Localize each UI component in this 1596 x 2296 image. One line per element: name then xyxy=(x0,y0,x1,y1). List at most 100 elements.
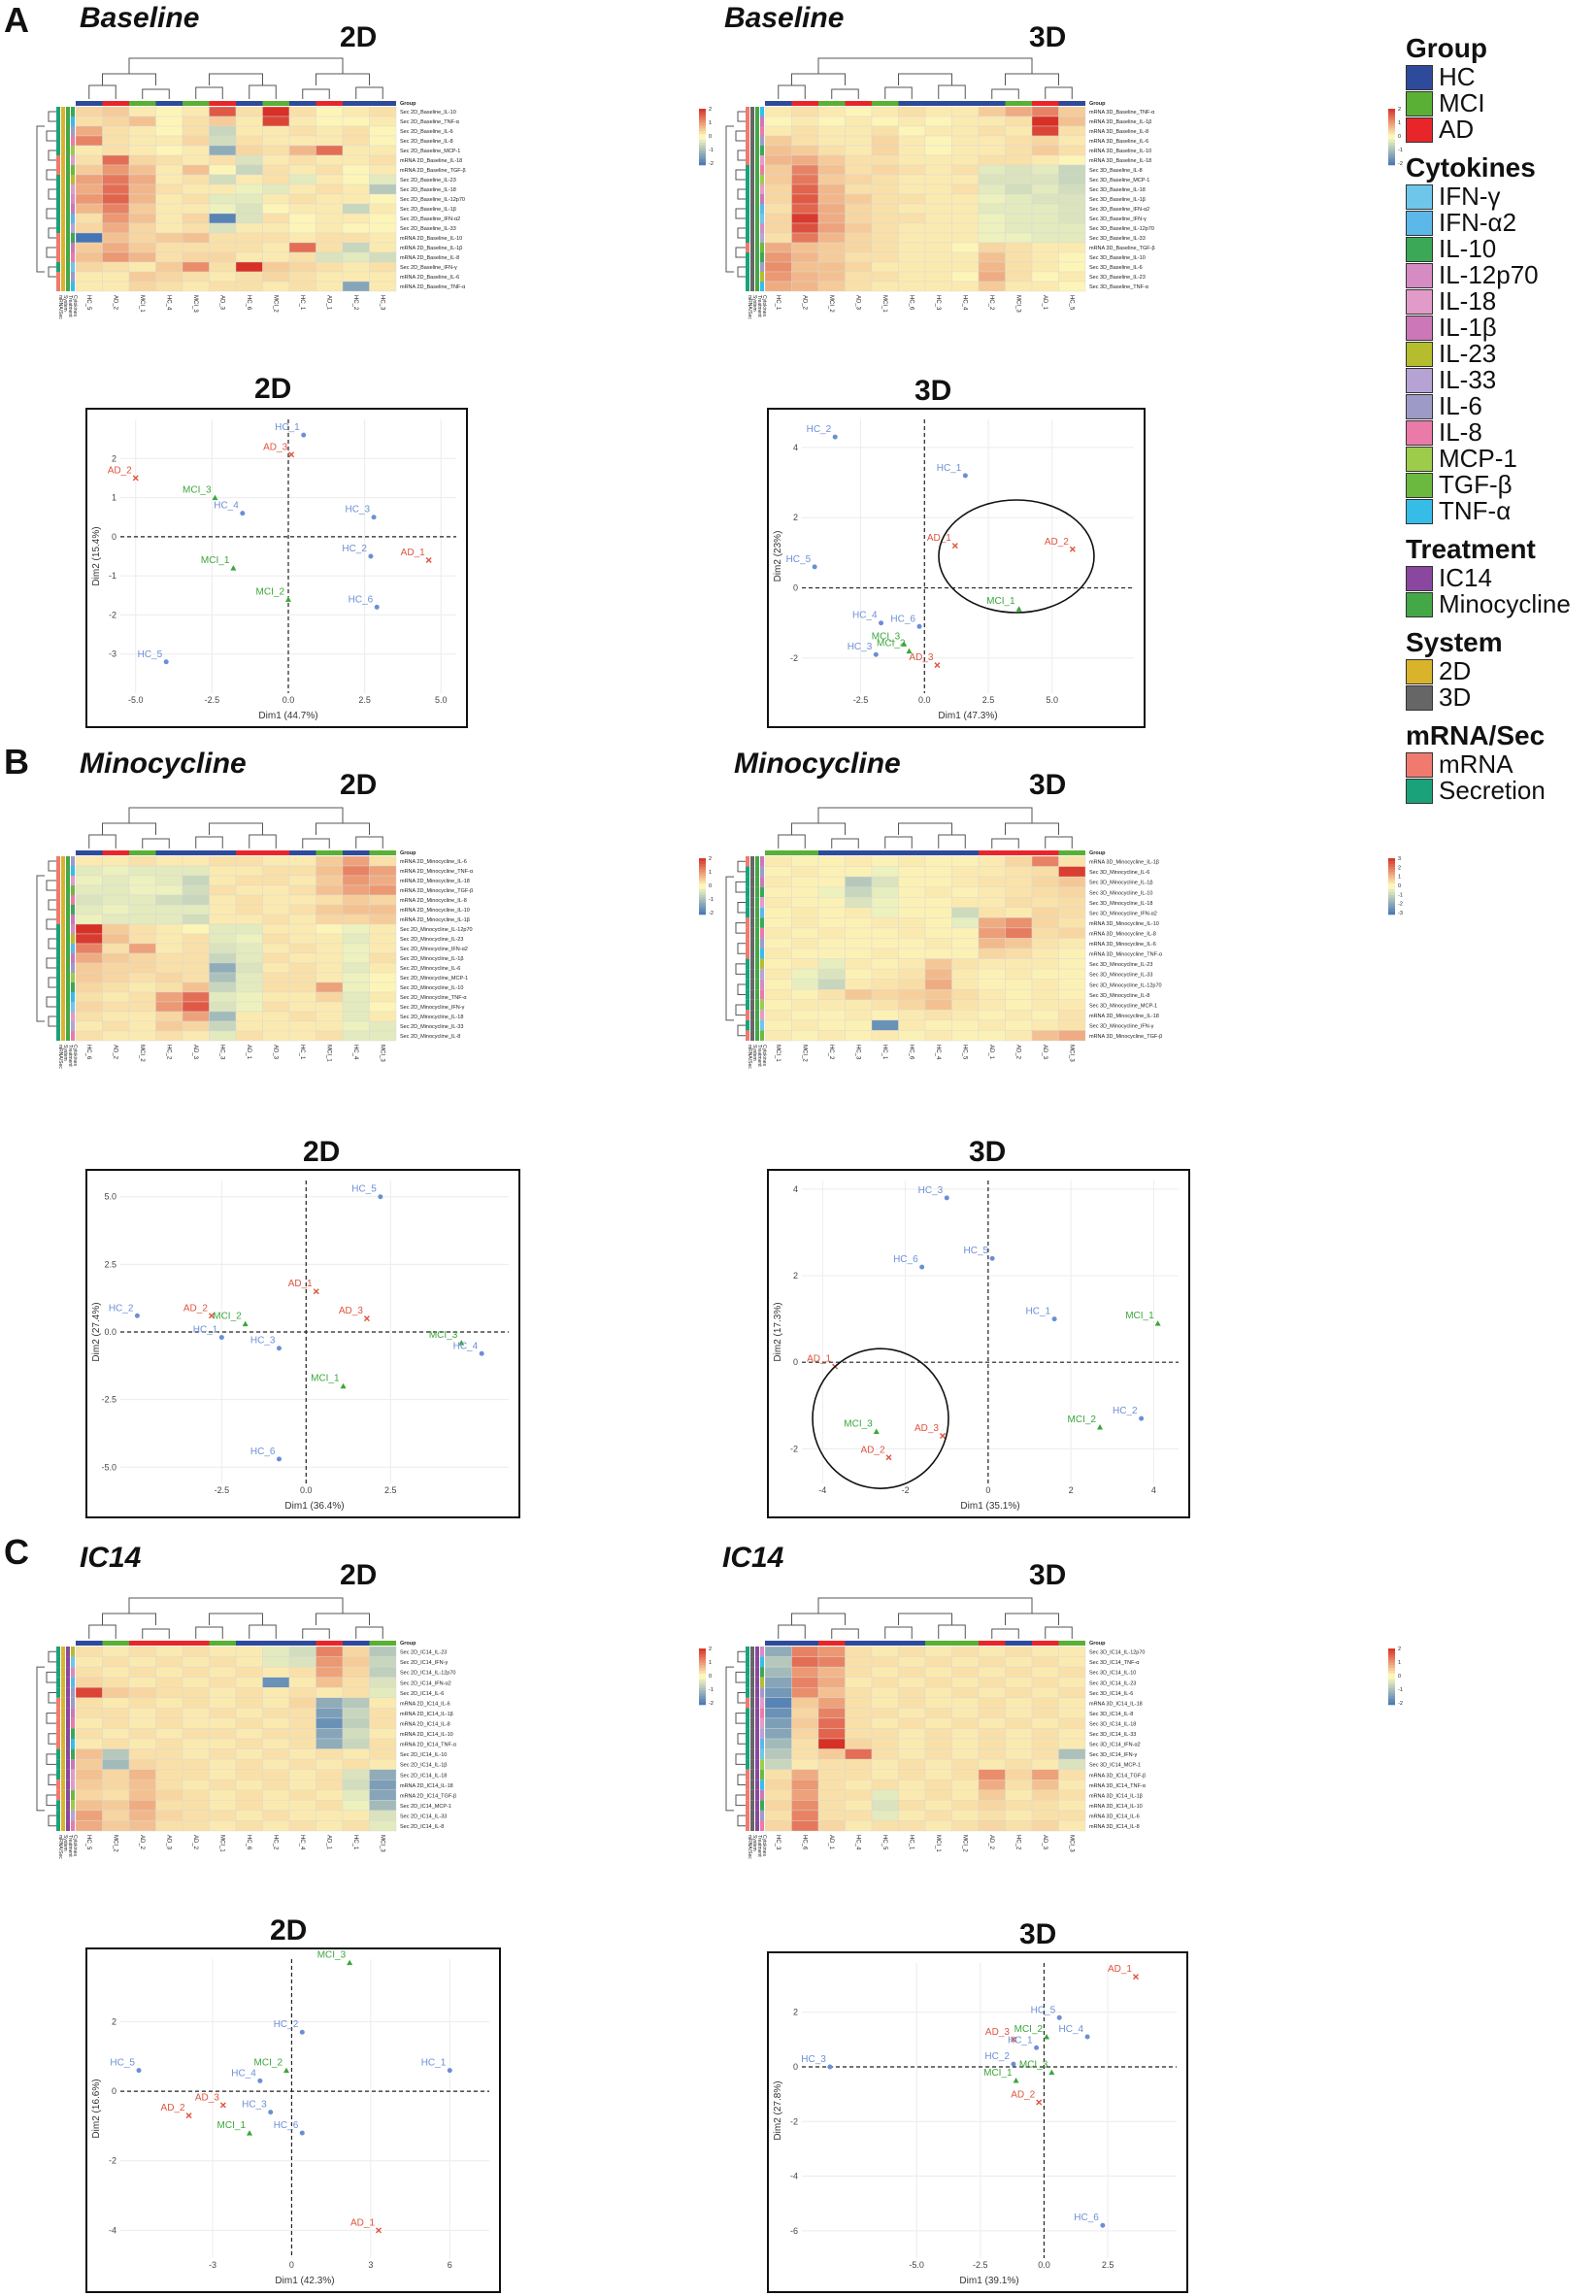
heatmap-cell xyxy=(764,1656,792,1668)
heatmap-cell xyxy=(871,154,899,166)
point-label: HC_6 xyxy=(890,614,915,624)
heatmap-cell xyxy=(845,193,873,205)
x-tick-label: 2.5 xyxy=(358,695,371,705)
heatmap-cell xyxy=(235,1780,263,1790)
heatmap-cell xyxy=(342,914,370,925)
column-dendrogram xyxy=(778,807,1073,849)
column-label: MCI_2 xyxy=(801,1045,807,1062)
section-letter-b: B xyxy=(4,742,29,782)
y-axis-label: Dim2 (15.4%) xyxy=(91,526,102,585)
row-label: Sec 3D_Baseline_IL-8 xyxy=(1089,168,1143,174)
annotation-treatment xyxy=(66,934,70,944)
scale-step xyxy=(1388,875,1395,879)
heatmap-cell xyxy=(209,943,237,954)
group-bar-cell xyxy=(1005,850,1032,855)
legend-cytokine-label: IL-18 xyxy=(1439,286,1497,316)
heatmap-cell xyxy=(209,135,237,147)
heatmap-cell xyxy=(369,145,397,156)
heatmap-cell xyxy=(871,222,899,234)
x-tick-label: -2.5 xyxy=(215,1485,230,1495)
scale-step xyxy=(699,1684,706,1688)
heatmap-ic14-2d: mRNA/Sec System Treatment CytokinesGroupSec… xyxy=(36,1597,714,1859)
heatmap-cell xyxy=(791,1656,819,1668)
heatmap-cell xyxy=(1031,855,1059,867)
heatmap-cell xyxy=(791,886,819,898)
heatmap-cell xyxy=(75,1697,103,1709)
heatmap-cell xyxy=(791,222,819,234)
heatmap-cell xyxy=(1031,1666,1059,1678)
heatmap-cell xyxy=(1005,193,1033,205)
heatmap-cell xyxy=(369,232,397,244)
group-bar-cell xyxy=(765,1641,792,1646)
annotation-system xyxy=(61,953,65,963)
group-bar-cell xyxy=(316,101,343,106)
row-label: mRNA 3D_Minocycline_TNF-α xyxy=(1089,952,1163,958)
heatmap-cell xyxy=(791,958,819,970)
heatmap-cell xyxy=(262,1728,290,1740)
heatmap-cell xyxy=(235,991,263,1003)
heatmap-cell xyxy=(1005,242,1033,253)
legend-cytokine-swatch xyxy=(1406,446,1433,472)
annotation-cytokine xyxy=(71,165,75,175)
heatmap-cell xyxy=(898,222,926,234)
heatmap-cell xyxy=(817,968,846,980)
heatmap-cell xyxy=(75,1030,103,1042)
scale-step xyxy=(699,897,706,901)
legend-treatment-item: Minocycline xyxy=(1406,589,1596,618)
pca-title: 2D xyxy=(254,373,292,405)
heatmap-cell xyxy=(791,917,819,929)
group-bar-cell xyxy=(1005,101,1032,106)
heatmap-cell xyxy=(316,125,344,137)
annotation-mrna-sec xyxy=(56,126,60,136)
row-label: mRNA 3D_IC14_IL-6 xyxy=(1089,1814,1140,1819)
annotation-cytokine xyxy=(760,897,764,908)
column-label: HC_5 xyxy=(881,1835,887,1850)
heatmap-cell xyxy=(898,1656,926,1668)
heatmap-cell xyxy=(75,1820,103,1832)
heatmap-title: 3D xyxy=(1029,769,1067,801)
heatmap-cell xyxy=(182,1748,210,1760)
column-label: HC_3 xyxy=(854,1045,860,1060)
data-point xyxy=(1069,546,1076,552)
column-label: MCI_2 xyxy=(139,1045,145,1062)
heatmap-cell xyxy=(764,164,792,176)
heatmap-cell xyxy=(791,116,819,127)
column-label: HC_4 xyxy=(935,1045,941,1060)
heatmap-cell xyxy=(262,1789,290,1801)
heatmap-cell xyxy=(817,1687,846,1698)
heatmap-cell xyxy=(924,1697,952,1709)
section-title-minocycline-3d: Minocycline xyxy=(734,748,901,780)
x-tick-label: 0 xyxy=(289,2260,294,2270)
y-tick-label: -4 xyxy=(790,2172,798,2181)
annotation-mrna-sec xyxy=(746,989,749,1000)
row-label: mRNA 2D_Baseline_IL-8 xyxy=(400,255,459,261)
heatmap-cell xyxy=(369,193,397,205)
column-label: HC_5 xyxy=(85,295,91,311)
heatmap-cell xyxy=(898,1769,926,1780)
heatmap-cell xyxy=(316,193,344,205)
heatmap-cell xyxy=(288,251,316,263)
heatmap-cell xyxy=(845,876,873,887)
group-bar-cell xyxy=(845,850,872,855)
heatmap-cell xyxy=(235,183,263,195)
data-point xyxy=(934,662,941,669)
heatmap-cell xyxy=(924,222,952,234)
heatmap-cell xyxy=(898,1800,926,1812)
heatmap-cell xyxy=(1031,989,1059,1000)
heatmap-cell xyxy=(1058,1758,1086,1770)
heatmap-cell xyxy=(978,1030,1006,1042)
heatmap-cell xyxy=(791,866,819,878)
heatmap-cell xyxy=(791,1820,819,1832)
annotation-system xyxy=(61,1021,65,1031)
row-label: mRNA 3D_Minocycline_IL-6 xyxy=(1089,942,1156,948)
heatmap-cell xyxy=(1005,271,1033,283)
heatmap-cell xyxy=(871,1030,899,1042)
heatmap-cell xyxy=(791,1646,819,1657)
legend-cytokine-swatch xyxy=(1406,498,1433,524)
heatmap-cell xyxy=(951,1656,980,1668)
heatmap-cell xyxy=(316,894,344,906)
heatmap-cell xyxy=(342,855,370,867)
heatmap-cell xyxy=(1005,1758,1033,1770)
heatmap-cell xyxy=(845,232,873,244)
